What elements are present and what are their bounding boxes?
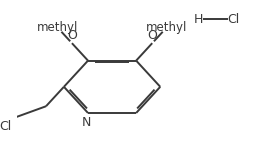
Text: O: O bbox=[67, 29, 77, 42]
Text: N: N bbox=[82, 116, 91, 129]
Text: O: O bbox=[147, 29, 157, 42]
Text: Cl: Cl bbox=[0, 120, 11, 133]
Text: methyl: methyl bbox=[37, 21, 78, 34]
Text: Cl: Cl bbox=[227, 13, 239, 26]
Text: H: H bbox=[194, 13, 203, 26]
Text: methyl: methyl bbox=[146, 21, 187, 34]
